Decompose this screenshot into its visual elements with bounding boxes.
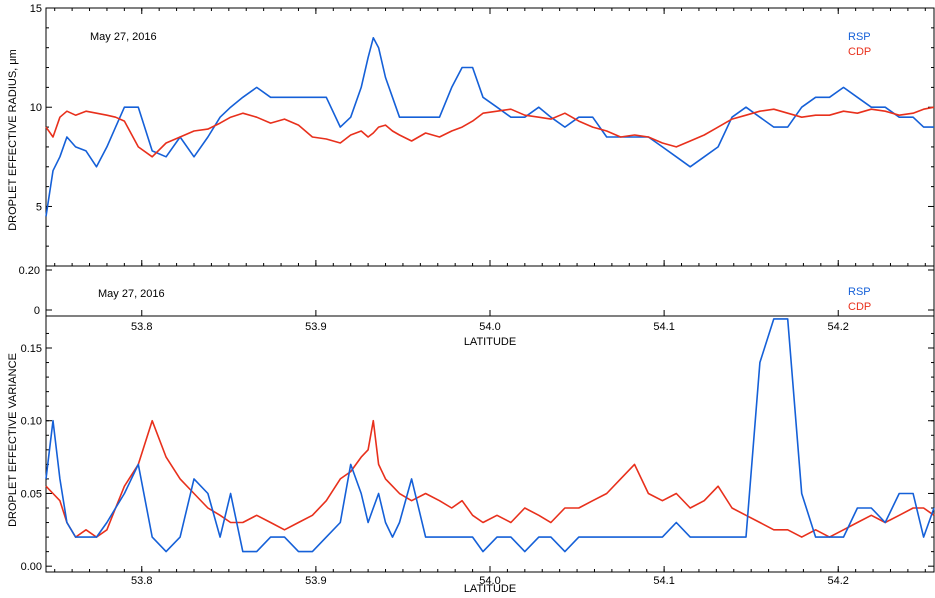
variance-inset-ytick-0: 0 [34,305,40,317]
variance-inset-legend-cdp: CDP [848,301,871,313]
radius-y-axis: 5 10 15 [30,3,934,247]
variance-y-axis: 0.00 0.05 0.10 0.15 [21,332,934,573]
radius-ytick-label: 15 [30,3,42,15]
radius-x-axis [54,8,926,266]
variance-plot-frame [45,315,935,573]
radius-ytick-label: 5 [36,201,42,213]
radius-date-label: May 27, 2016 [90,31,157,43]
variance-series-group [45,318,935,553]
radius-y-axis-title: DROPLET EFFECTIVE RADIUS, μm [7,49,19,231]
variance-inset-date-label: May 27, 2016 [98,288,165,300]
variance-inset-x-axis: 53.8 53.9 54.0 54.1 54.2 [131,310,849,333]
variance-inset-xtick-label: 53.8 [131,321,152,333]
variance-xtick-label: 53.8 [131,575,152,587]
radius-legend-rsp: RSP [848,31,871,43]
variance-xtick-label: 54.2 [828,575,849,587]
variance-ytick-label: 0.05 [21,488,42,500]
variance-inset-frame [45,265,935,317]
radius-series-group [45,36,935,217]
variance-panel: 0.00 0.05 0.10 0.15 53.8 53.9 54.0 54.1 54.2 DR… [7,315,935,595]
variance-inset-ytick-020: 0.20 [19,265,40,277]
variance-xtick-label: 54.0 [479,575,500,587]
variance-series-line-cdp [45,419,935,538]
variance-inset-xtick-label: 53.9 [305,321,326,333]
variance-ytick-label: 0.10 [21,416,42,428]
variance-ytick-label: 0.15 [21,343,42,355]
variance-x-axis: 53.8 53.9 54.0 54.1 54.2 [54,566,926,587]
variance-y-axis-title: DROPLET EFFECTIVE VARIANCE [7,353,19,527]
variance-inset-xtick-label: 54.1 [653,321,674,333]
radius-panel: 5 10 15 May 27, 2016 RSP CDP DROPLET EFFEC… [7,3,935,267]
variance-inset-legend-rsp: RSP [848,286,871,298]
variance-ytick-label: 0.00 [21,561,42,573]
variance-xtick-label: 54.1 [653,575,674,587]
variance-inset-x-axis-title: LATITUDE [464,336,516,348]
radius-ytick-label: 10 [30,102,42,114]
variance-inset-xtick-label: 54.0 [479,321,500,333]
radius-series-line-cdp [45,106,935,158]
variance-inset-panel: May 27, 2016 RSP CDP 0.20 0 53.8 53.9 54.0… [19,265,935,348]
radius-legend-cdp: CDP [848,46,871,58]
variance-series-line-rsp [45,318,935,553]
radius-series-line-rsp [45,36,934,217]
variance-xtick-label: 53.9 [305,575,326,587]
variance-inset-xtick-label: 54.2 [828,321,849,333]
variance-x-axis-title: LATITUDE [464,583,516,595]
